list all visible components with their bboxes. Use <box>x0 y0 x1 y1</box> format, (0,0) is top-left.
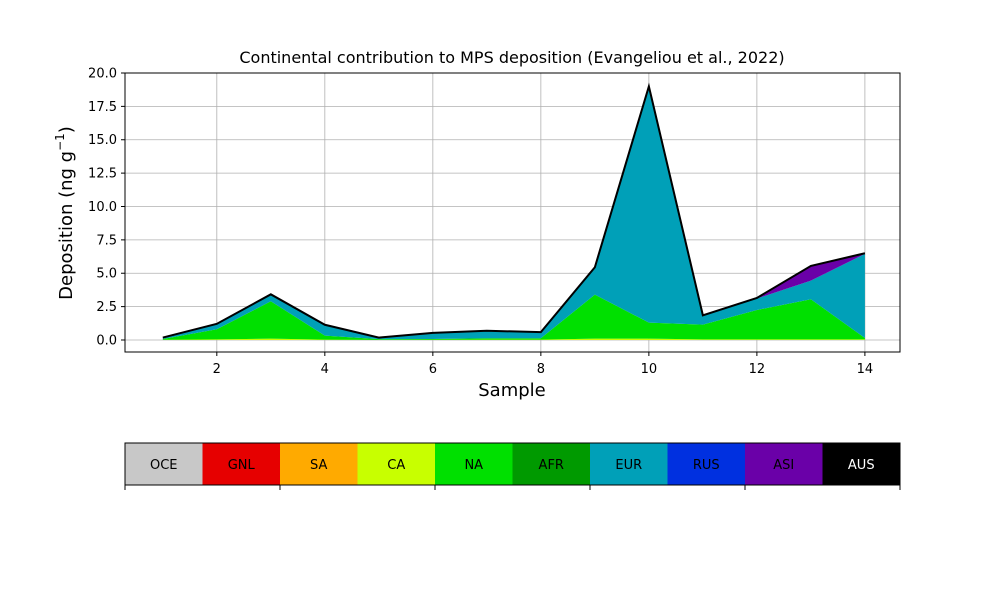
x-tick-label: 2 <box>213 362 221 377</box>
area-eur <box>162 89 865 340</box>
legend-frame <box>124 442 901 486</box>
legend-swatch-na <box>435 443 513 485</box>
legend-swatch-rus <box>667 443 745 485</box>
x-tick-label: 4 <box>321 362 329 377</box>
y-tick-label: 0.0 <box>96 333 117 348</box>
y-axis-label-close: ) <box>56 126 77 133</box>
y-tick-label: 7.5 <box>96 233 117 248</box>
legend-label-aus: AUS <box>848 458 875 473</box>
legend-label-afr: AFR <box>539 458 564 473</box>
y-tick-label: 10.0 <box>88 200 117 215</box>
x-ticks: 2 4 6 8 10 12 14 <box>213 352 873 377</box>
area-na <box>162 294 865 340</box>
x-tick-label: 10 <box>641 362 658 377</box>
total-outline <box>162 82 866 339</box>
y-tick-label: 17.5 <box>88 100 117 115</box>
legend-swatch-oce <box>125 443 203 485</box>
x-tick-label: 6 <box>429 362 437 377</box>
axes <box>124 72 901 353</box>
legend-swatch-eur <box>590 443 668 485</box>
legend-label-eur: EUR <box>615 458 642 473</box>
legend-label-na: NA <box>464 458 483 473</box>
legend-swatch-ca <box>357 443 435 485</box>
y-tick-label: 15.0 <box>88 133 117 148</box>
plot-frame <box>124 72 901 353</box>
y-axis-label: Deposition (ng g−1) <box>53 126 77 300</box>
x-tick-label: 8 <box>537 362 545 377</box>
legend-label-rus: RUS <box>693 458 720 473</box>
chart-title: Continental contribution to MPS depositi… <box>239 48 784 67</box>
legend-label-ca: CA <box>387 458 405 473</box>
y-tick-label: 2.5 <box>96 300 117 315</box>
legend-colorbar: OCE GNL SA CA NA AFR EUR RUS ASI AUS <box>124 442 901 490</box>
legend-swatch-aus <box>822 443 900 485</box>
grid <box>125 72 900 352</box>
y-axis-label-main: Deposition (ng g <box>56 151 77 300</box>
x-tick-label: 14 <box>857 362 874 377</box>
legend-label-asi: ASI <box>773 458 794 473</box>
y-tick-label: 20.0 <box>88 67 117 82</box>
y-tick-label: 12.5 <box>88 167 117 182</box>
legend-swatch-gnl <box>202 443 280 485</box>
y-tick-label: 5.0 <box>96 267 117 282</box>
area-ca <box>162 338 865 340</box>
y-ticks: 0.0 2.5 5.0 7.5 10.0 12.5 15.0 17.5 20.0 <box>88 67 125 348</box>
stacked-areas <box>162 82 866 340</box>
legend-swatch-sa <box>280 443 358 485</box>
legend-label-gnl: GNL <box>228 458 256 473</box>
legend-swatch-afr <box>512 443 590 485</box>
legend-label-oce: OCE <box>150 458 178 473</box>
x-tick-label: 12 <box>749 362 766 377</box>
y-axis-label-sup: −1 <box>53 133 67 151</box>
legend-swatch-asi <box>745 443 823 485</box>
legend-label-sa: SA <box>310 458 327 473</box>
x-axis-label: Sample <box>478 380 546 401</box>
